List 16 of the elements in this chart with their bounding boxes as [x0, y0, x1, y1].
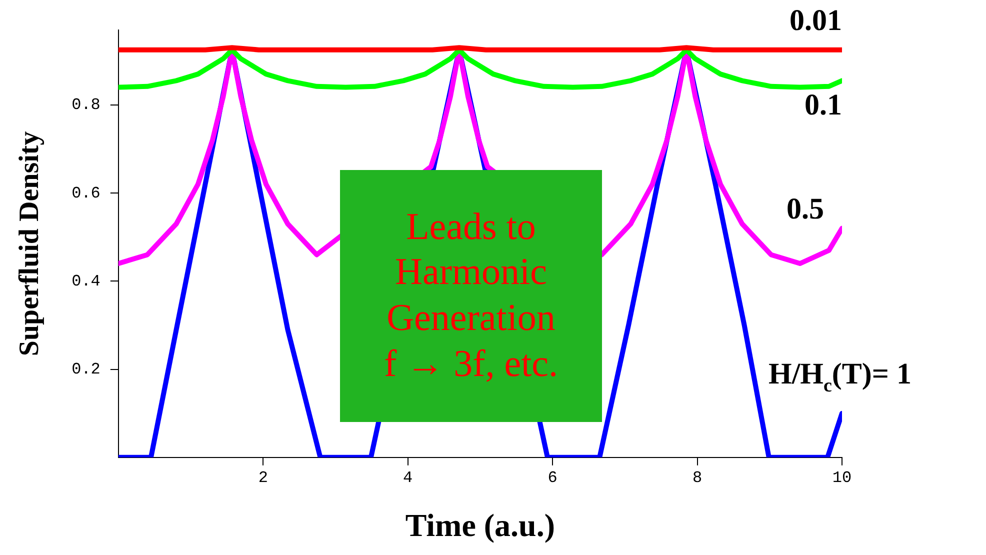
x-tick-label: 2: [258, 469, 268, 488]
x-tick-label: 6: [548, 469, 558, 488]
x-tick-label: 4: [403, 469, 413, 488]
series-label: 0.5: [786, 192, 824, 226]
y-tick-label: 0.2: [72, 360, 100, 379]
x-tick-label: 10: [832, 469, 852, 488]
x-axis-title: Time (a.u.): [405, 507, 556, 544]
y-tick-label: 0.8: [72, 96, 100, 114]
y-tick-label: 0.4: [72, 272, 100, 290]
y-axis-title: Superfluid Density: [14, 131, 46, 356]
x-tick-label: 8: [692, 469, 702, 488]
annotation: Leads to Harmonic Generation f → 3f, etc.: [384, 204, 558, 387]
y-tick-label: 0.6: [72, 184, 100, 202]
text-box: Leads to Harmonic Generation f → 3f, etc.: [340, 170, 602, 422]
series-label: 0.1: [804, 88, 842, 122]
series-label: 0.01: [790, 4, 842, 37]
